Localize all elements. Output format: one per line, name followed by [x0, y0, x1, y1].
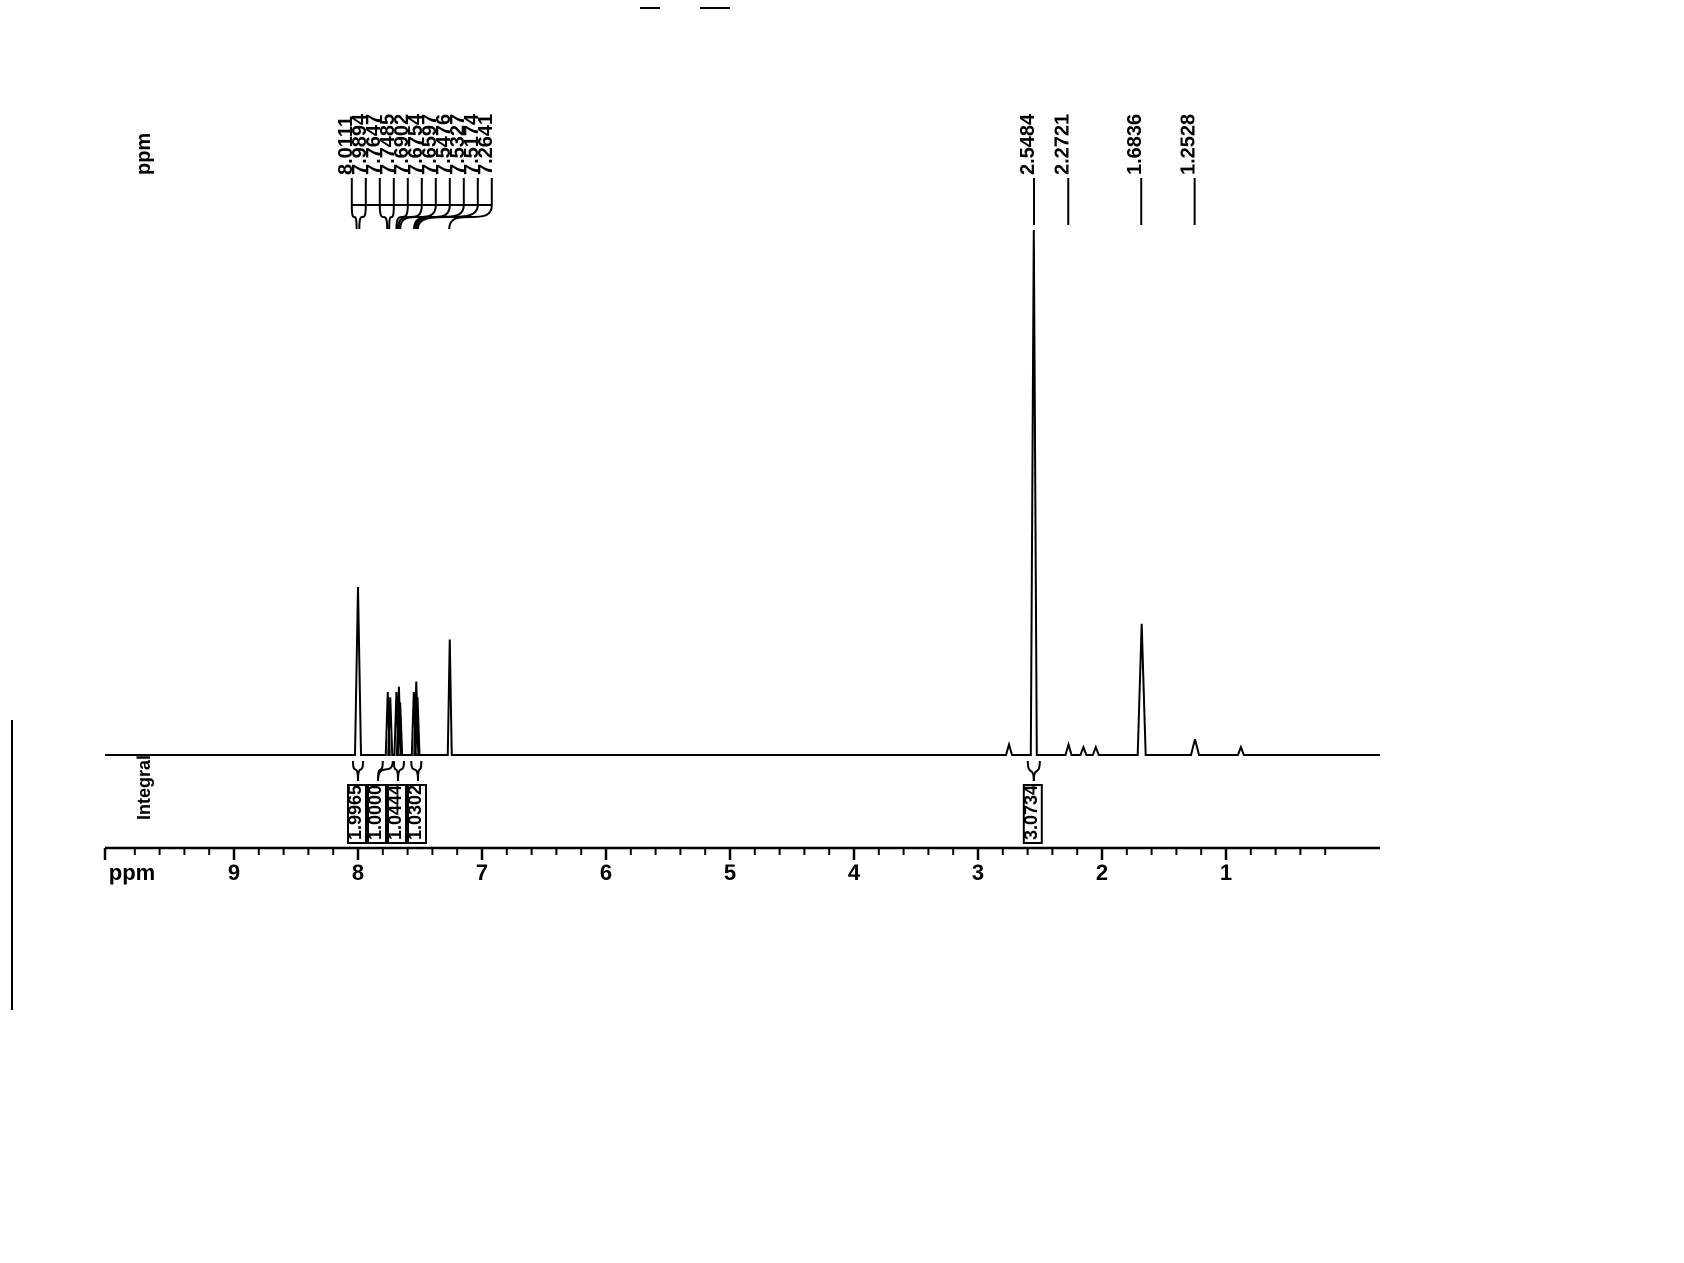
xaxis-unit-label: ppm [109, 860, 155, 885]
peak-label: 7.2641 [475, 114, 497, 175]
integral-value: 1.0444 [385, 785, 405, 840]
xaxis-tick-label: 7 [476, 860, 488, 885]
nmr-spectrum-chart: 987654321ppm8.01117.98947.76477.74857.69… [0, 0, 1684, 1263]
integral-header-label: Integral [134, 755, 154, 820]
xaxis-tick-label: 9 [228, 860, 240, 885]
xaxis-tick-label: 2 [1096, 860, 1108, 885]
integral-value: 1.9965 [345, 785, 365, 840]
peak-label: 2.5484 [1017, 113, 1039, 175]
integral-value: 3.0734 [1021, 785, 1041, 840]
integral-value: 1.0302 [405, 785, 425, 840]
integral-value: 1.0000 [365, 785, 385, 840]
ppm-header-label: ppm [133, 133, 155, 175]
xaxis-tick-label: 3 [972, 860, 984, 885]
nmr-svg: 987654321ppm8.01117.98947.76477.74857.69… [0, 0, 1684, 1263]
xaxis-tick-label: 6 [600, 860, 612, 885]
spectrum-trace [105, 230, 1380, 755]
peak-label: 2.2721 [1051, 114, 1073, 175]
xaxis-tick-label: 4 [848, 860, 861, 885]
xaxis-tick-label: 8 [352, 860, 364, 885]
peak-label: 1.6836 [1124, 114, 1146, 175]
xaxis-tick-label: 1 [1220, 860, 1232, 885]
xaxis-tick-label: 5 [724, 860, 736, 885]
peak-label: 1.2528 [1178, 114, 1200, 175]
